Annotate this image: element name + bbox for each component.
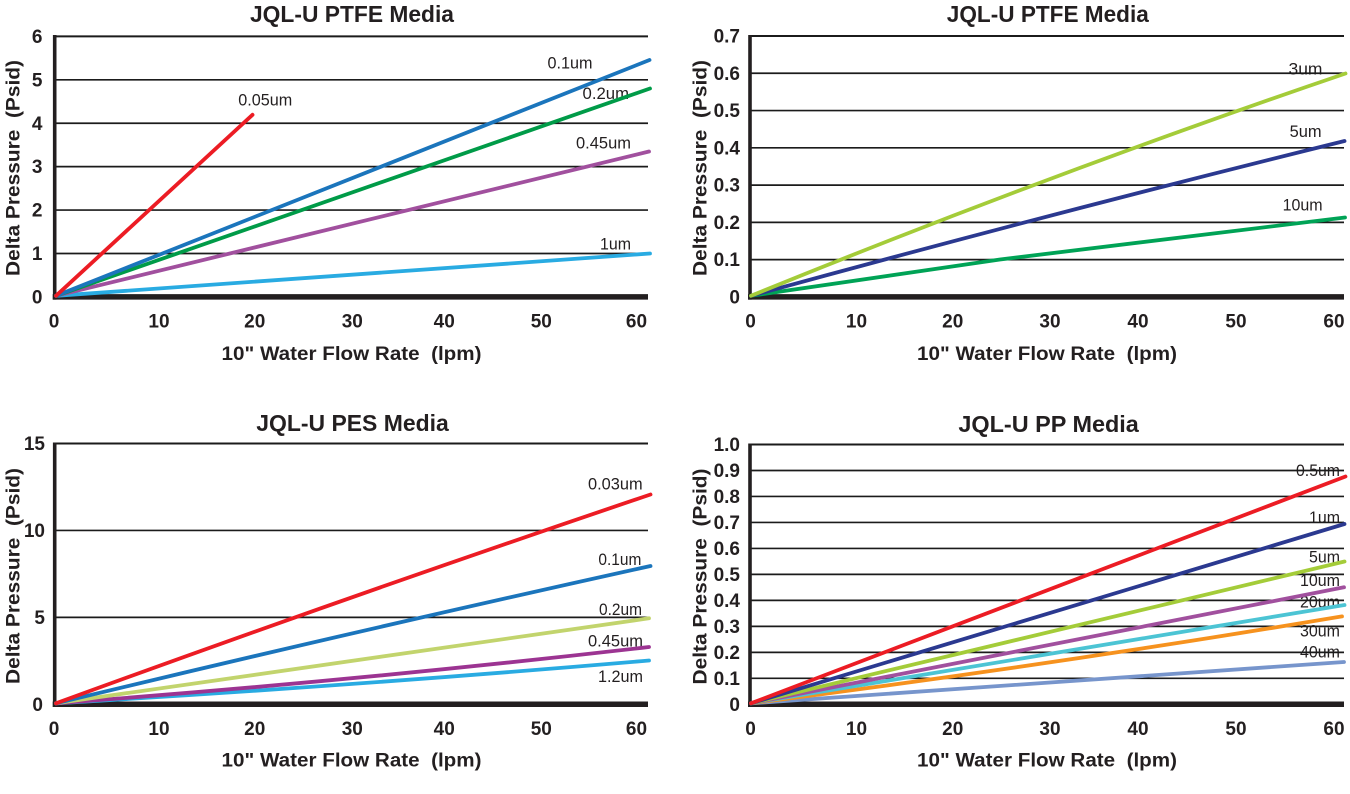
svg-text:0.6: 0.6 xyxy=(714,64,740,85)
svg-text:0.1: 0.1 xyxy=(714,669,741,690)
svg-text:40: 40 xyxy=(1127,719,1148,740)
svg-text:JQL-U PP Media: JQL-U PP Media xyxy=(958,411,1139,437)
svg-text:10" Water Flow Rate (lpm): 10" Water Flow Rate (lpm) xyxy=(222,751,482,772)
svg-text:0.05um: 0.05um xyxy=(238,90,292,109)
svg-text:0.7: 0.7 xyxy=(714,513,740,534)
svg-text:Delta Pressure (Psid): Delta Pressure (Psid) xyxy=(3,60,24,276)
svg-text:0: 0 xyxy=(32,695,43,716)
svg-text:60: 60 xyxy=(626,312,647,333)
svg-text:6: 6 xyxy=(32,27,43,48)
svg-text:60: 60 xyxy=(626,719,647,740)
svg-text:4: 4 xyxy=(32,114,43,135)
svg-text:0.1um: 0.1um xyxy=(598,550,641,569)
svg-text:0.4: 0.4 xyxy=(714,138,741,159)
svg-text:40: 40 xyxy=(1127,312,1148,333)
svg-text:0: 0 xyxy=(729,288,740,309)
svg-text:0: 0 xyxy=(729,695,740,716)
svg-text:0.3: 0.3 xyxy=(714,617,740,638)
svg-text:0.9: 0.9 xyxy=(714,461,740,482)
svg-text:1.0: 1.0 xyxy=(714,435,740,456)
svg-text:0.8: 0.8 xyxy=(714,487,740,508)
svg-text:JQL-U PTFE Media: JQL-U PTFE Media xyxy=(250,1,454,27)
svg-text:40: 40 xyxy=(434,719,455,740)
svg-text:5um: 5um xyxy=(1290,122,1322,141)
svg-text:10" Water Flow Rate (lpm): 10" Water Flow Rate (lpm) xyxy=(917,344,1177,365)
svg-text:1um: 1um xyxy=(1309,508,1340,527)
svg-text:30: 30 xyxy=(1039,719,1060,740)
svg-text:JQL-U PTFE Media: JQL-U PTFE Media xyxy=(947,1,1149,27)
svg-text:0: 0 xyxy=(32,288,43,309)
svg-text:0.3: 0.3 xyxy=(714,176,740,197)
svg-text:10um: 10um xyxy=(1283,196,1323,215)
svg-text:0.1um: 0.1um xyxy=(548,54,593,73)
svg-text:0.45um: 0.45um xyxy=(576,134,631,153)
svg-text:50: 50 xyxy=(1225,312,1246,333)
svg-text:0.5: 0.5 xyxy=(714,101,741,122)
svg-text:0.2: 0.2 xyxy=(714,643,740,664)
svg-text:10: 10 xyxy=(24,521,45,542)
svg-text:0.6: 0.6 xyxy=(714,539,740,560)
svg-text:0: 0 xyxy=(745,719,756,740)
svg-text:40: 40 xyxy=(434,312,455,333)
svg-text:0.45um: 0.45um xyxy=(588,632,643,651)
svg-text:20: 20 xyxy=(244,719,265,740)
svg-text:0: 0 xyxy=(49,312,60,333)
svg-text:30um: 30um xyxy=(1300,622,1340,641)
svg-text:3um: 3um xyxy=(1289,60,1323,79)
svg-text:10: 10 xyxy=(148,719,169,740)
svg-text:0.2: 0.2 xyxy=(714,213,740,234)
svg-text:10: 10 xyxy=(846,719,867,740)
svg-text:0.2um: 0.2um xyxy=(599,600,642,619)
svg-text:0: 0 xyxy=(745,312,756,333)
svg-text:0.1: 0.1 xyxy=(714,250,741,271)
svg-text:5um: 5um xyxy=(1309,547,1340,566)
svg-text:60: 60 xyxy=(1323,719,1344,740)
svg-text:15: 15 xyxy=(24,434,46,455)
svg-text:30: 30 xyxy=(342,312,363,333)
svg-text:1.2um: 1.2um xyxy=(598,667,643,686)
svg-text:0.4: 0.4 xyxy=(714,591,741,612)
svg-text:0: 0 xyxy=(49,719,60,740)
svg-text:1um: 1um xyxy=(600,235,631,254)
svg-text:60: 60 xyxy=(1323,312,1344,333)
svg-text:50: 50 xyxy=(1225,719,1246,740)
svg-text:10: 10 xyxy=(148,312,169,333)
svg-text:5: 5 xyxy=(34,608,45,629)
svg-text:20: 20 xyxy=(244,312,265,333)
svg-text:50: 50 xyxy=(531,719,552,740)
svg-text:Delta Pressure (Psid): Delta Pressure (Psid) xyxy=(3,468,24,684)
svg-text:50: 50 xyxy=(531,312,552,333)
svg-text:JQL-U PES Media: JQL-U PES Media xyxy=(256,410,449,436)
svg-text:0.03um: 0.03um xyxy=(588,474,643,493)
svg-text:10" Water Flow Rate (lpm): 10" Water Flow Rate (lpm) xyxy=(222,344,482,365)
svg-text:10um: 10um xyxy=(1300,571,1340,590)
svg-text:30: 30 xyxy=(342,719,363,740)
svg-text:10: 10 xyxy=(846,312,867,333)
svg-text:20: 20 xyxy=(942,719,963,740)
svg-text:Delta Pressure (Psid): Delta Pressure (Psid) xyxy=(691,60,712,276)
svg-text:3: 3 xyxy=(32,157,43,178)
svg-text:1: 1 xyxy=(32,244,43,265)
svg-text:0.5: 0.5 xyxy=(714,565,741,586)
svg-text:2: 2 xyxy=(32,201,43,222)
svg-text:10" Water Flow Rate (lpm): 10" Water Flow Rate (lpm) xyxy=(917,751,1177,772)
svg-text:Delta Pressure (Psid): Delta Pressure (Psid) xyxy=(691,469,712,685)
svg-text:20: 20 xyxy=(942,312,963,333)
svg-text:5: 5 xyxy=(32,70,43,91)
svg-text:30: 30 xyxy=(1039,312,1060,333)
svg-text:0.7: 0.7 xyxy=(714,27,740,48)
